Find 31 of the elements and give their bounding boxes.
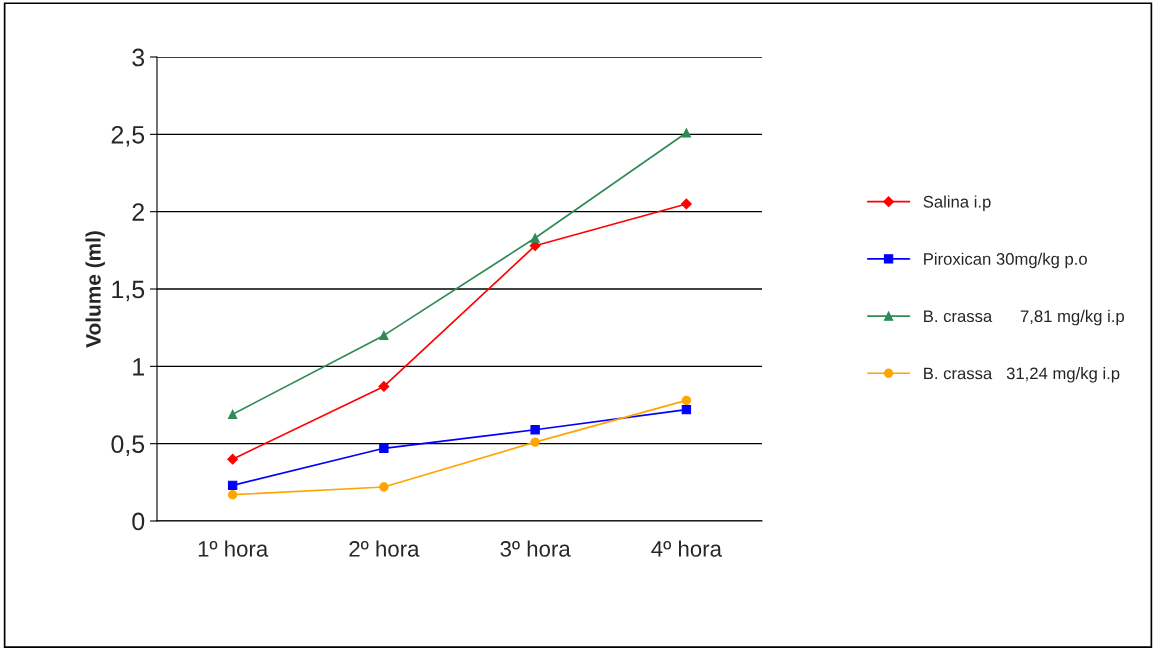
point — [227, 490, 238, 500]
point — [378, 381, 390, 392]
y-tick-label: 3 — [132, 48, 145, 67]
y-tick-label: 1,5 — [112, 280, 145, 302]
point — [227, 453, 239, 465]
x-tick-label: 1º hora — [198, 540, 269, 557]
point — [530, 437, 540, 447]
x-tick-label: 2º hora — [349, 540, 420, 557]
legend-label: Piroxican 30mg/kg p.o — [924, 252, 1087, 269]
legend-label: B. crassa 31,24 mg/kg i.p — [924, 367, 1120, 383]
point — [379, 443, 389, 453]
legend-label: B. crassa 7,81 mg/kg i.p — [924, 309, 1124, 326]
point — [227, 409, 238, 419]
point — [530, 233, 540, 243]
x-tick-label: 4º hora — [651, 540, 722, 557]
point — [681, 395, 692, 406]
point — [680, 198, 692, 210]
y-tick-label: 2 — [132, 203, 144, 221]
x-tick-label: 3º hora — [500, 540, 571, 557]
y-tick-label: 0,5 — [111, 435, 145, 456]
y-tick-label: 2,5 — [111, 125, 145, 147]
point — [379, 330, 389, 341]
point — [681, 128, 692, 138]
point — [379, 482, 389, 492]
point — [681, 404, 692, 415]
point — [227, 480, 238, 491]
y-tick-label: 0 — [132, 512, 145, 531]
y-axis-title: Volume (ml) — [85, 231, 105, 348]
y-tick-label: 1 — [133, 358, 144, 376]
point — [530, 425, 540, 435]
legend-label: Salina i.p — [923, 195, 991, 211]
